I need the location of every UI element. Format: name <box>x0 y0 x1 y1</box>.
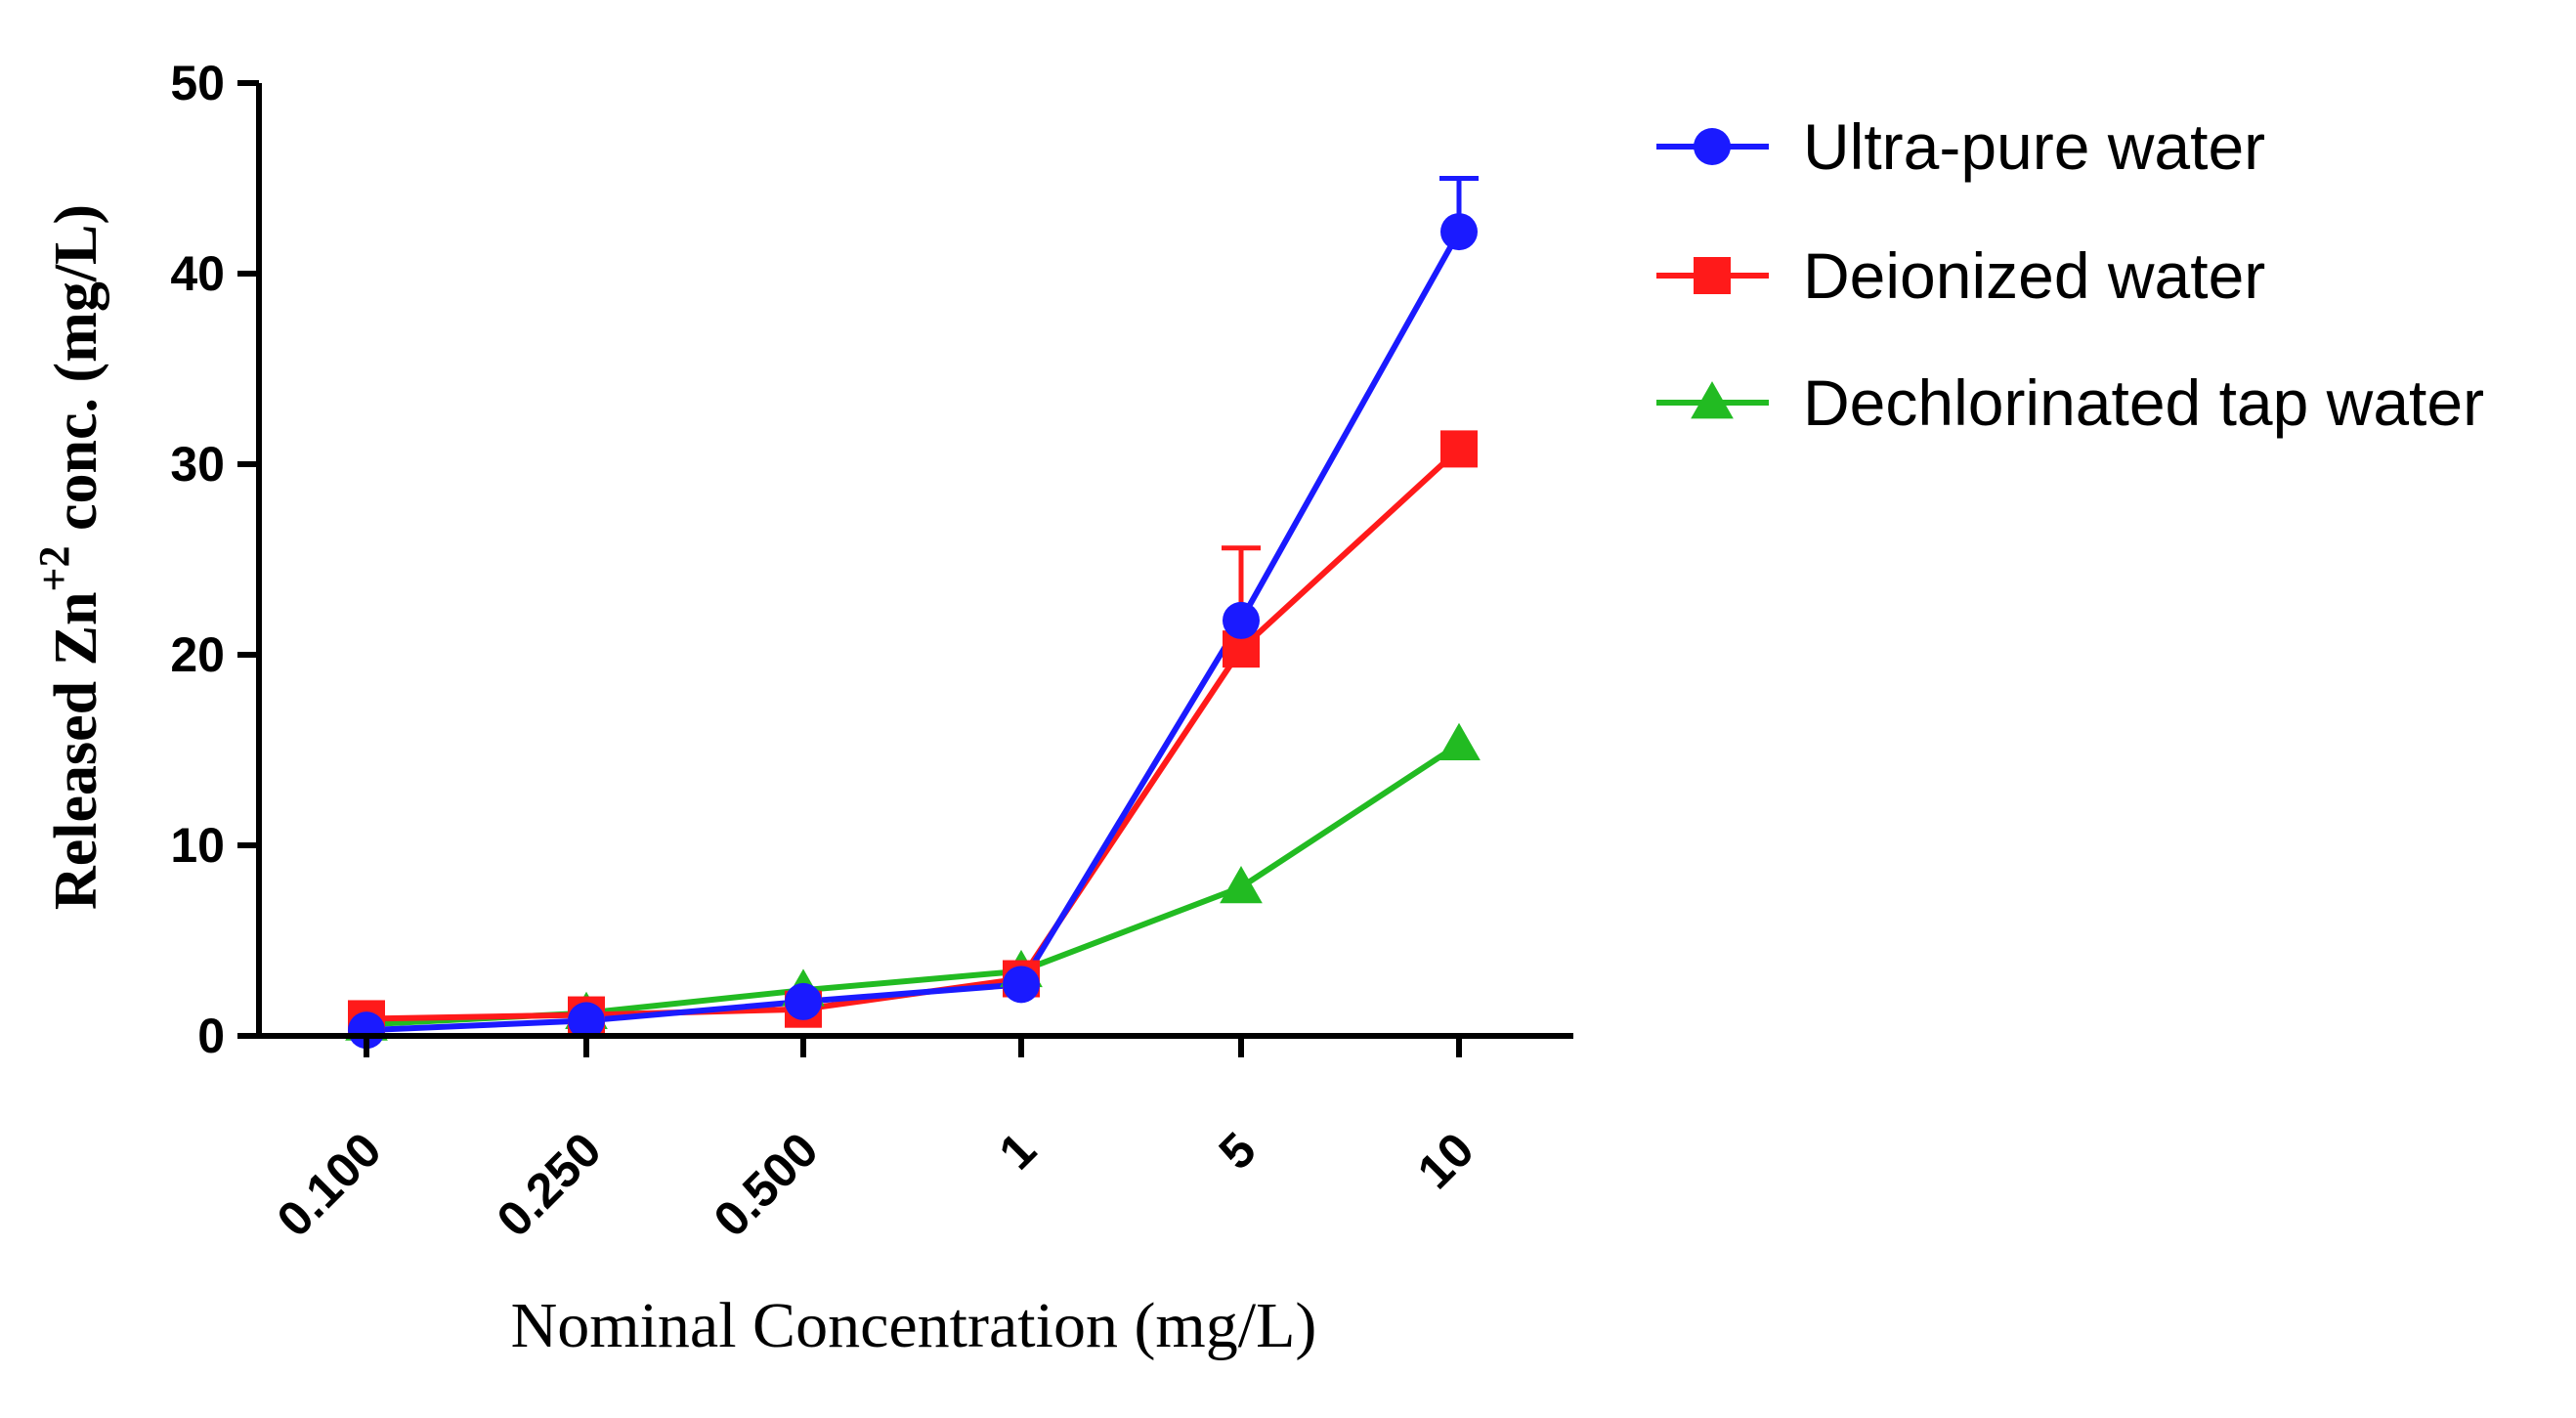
point-ultra-pure-water-1 <box>568 1002 605 1040</box>
y-tick-label-20: 20 <box>170 627 225 682</box>
legend: Ultra-pure water Deionized water Dechlorin… <box>1656 110 2484 439</box>
y-axis-title: Released Zn+2 conc. (mg/L) <box>30 204 109 910</box>
series-line-dechlorinated-tap-water <box>365 742 1461 1028</box>
point-ultra-pure-water-0 <box>348 1011 385 1050</box>
legend-label-deionized-water: Deionized water <box>1803 239 2265 312</box>
y-tick-label-40: 40 <box>170 246 225 301</box>
y-axis-title-suffix: conc. (mg/L) <box>43 204 109 546</box>
y-tick-label-50: 50 <box>170 56 225 110</box>
legend-marker-dechlorinated-tap-water <box>1691 381 1734 419</box>
legend-label-ultra-pure-water: Ultra-pure water <box>1803 110 2265 183</box>
point-ultra-pure-water-4 <box>1223 601 1260 639</box>
series-lines <box>365 230 1462 1034</box>
axes: 0 10 20 30 40 50 0.100 0.250 0.500 1 5 10 <box>170 56 1573 1247</box>
x-tick-label-0: 0.100 <box>267 1122 392 1247</box>
legend-label-dechlorinated-tap-water: Dechlorinated tap water <box>1803 366 2484 439</box>
x-tick-label-5: 10 <box>1407 1122 1484 1199</box>
y-tick-label-30: 30 <box>170 437 225 492</box>
legend-marker-deionized-water <box>1694 257 1731 294</box>
y-tick-label-10: 10 <box>170 818 225 873</box>
series-line-deionized-water <box>365 447 1462 1022</box>
x-tick-label-4: 5 <box>1209 1122 1267 1180</box>
y-axis-title-superscript: +2 <box>30 545 78 591</box>
point-deionized-water-5 <box>1440 430 1478 468</box>
point-ultra-pure-water-5 <box>1440 213 1478 251</box>
x-axis-title: Nominal Concentration (mg/L) <box>511 1290 1317 1361</box>
point-ultra-pure-water-3 <box>1003 966 1040 1004</box>
error-bars <box>1222 176 1479 650</box>
point-ultra-pure-water-2 <box>785 982 822 1020</box>
y-axis-title-prefix: Released Zn <box>43 592 109 911</box>
point-dechlorinated-tap-water-4 <box>1220 866 1263 904</box>
point-dechlorinated-tap-water-5 <box>1438 722 1481 761</box>
x-tick-label-1: 0.250 <box>487 1122 612 1247</box>
legend-marker-ultra-pure-water <box>1694 128 1731 165</box>
y-tick-label-0: 0 <box>197 1009 225 1063</box>
x-tick-label-2: 0.500 <box>704 1122 829 1247</box>
series-line-ultra-pure-water <box>365 230 1462 1034</box>
x-tick-label-3: 1 <box>989 1122 1047 1180</box>
series-markers <box>345 213 1481 1050</box>
